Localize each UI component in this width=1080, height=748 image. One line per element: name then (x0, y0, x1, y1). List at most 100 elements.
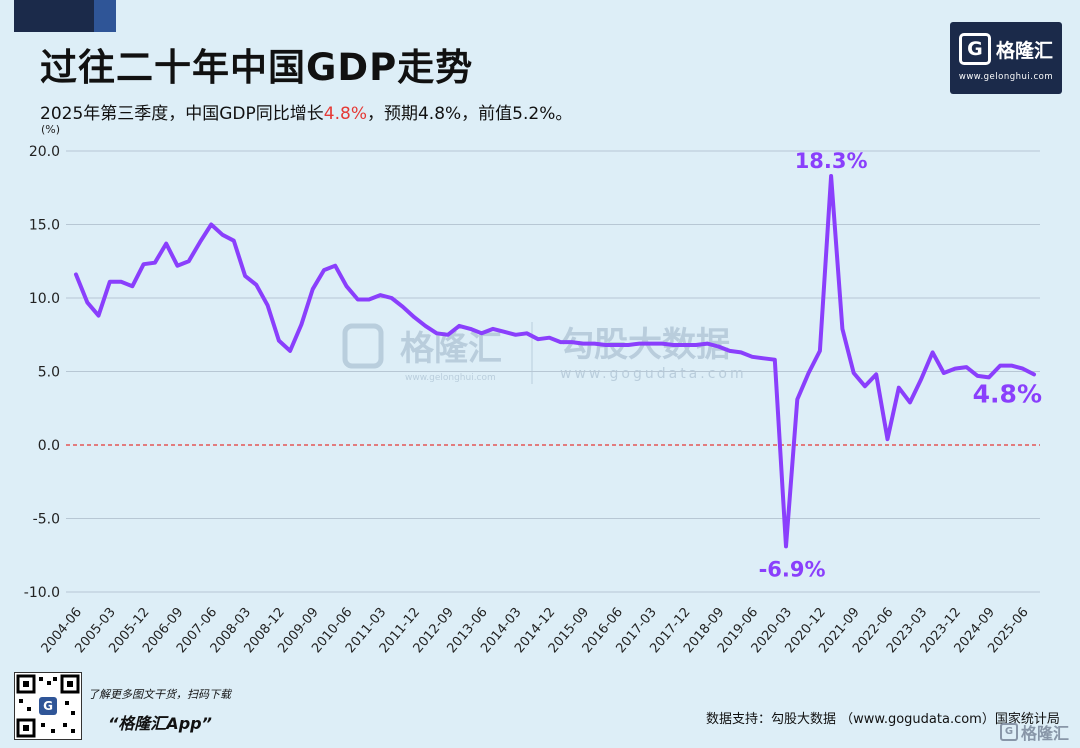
data-point (277, 339, 281, 343)
data-point (119, 280, 123, 284)
data-point (998, 364, 1002, 368)
data-point (254, 283, 258, 287)
data-point (130, 284, 134, 288)
data-point (96, 314, 101, 318)
gdp-growth-line (74, 174, 1036, 549)
data-point (931, 350, 935, 354)
footer-logo-name: 格隆汇 (1021, 724, 1070, 743)
data-point (153, 261, 157, 265)
data-point (716, 344, 721, 349)
data-point (435, 331, 439, 335)
data-point (299, 322, 303, 327)
logo-url: www.gelonghui.com (958, 72, 1054, 82)
data-point (953, 367, 957, 371)
page-subtitle: 2025年第三季度，中国GDP同比增长4.8%，预期4.8%，前值5.2%。 (40, 99, 572, 124)
data-point (829, 174, 833, 178)
data-point (615, 343, 619, 347)
data-point (74, 272, 78, 277)
data-point (604, 343, 608, 347)
data-point (784, 544, 788, 549)
watermark: 格隆汇 www.gelonghui.com 勾股大数据 www.gogudata… (342, 322, 747, 384)
data-point (333, 264, 337, 268)
data-point (344, 284, 349, 288)
brand-logo: G 格隆汇 www.gelonghui.com (950, 22, 1062, 94)
data-point (626, 343, 630, 347)
data-point (773, 358, 777, 362)
data-point (671, 343, 675, 347)
data-point (85, 300, 89, 304)
y-tick-label: 20.0 (29, 144, 60, 160)
data-point (852, 371, 856, 375)
data-point (175, 264, 179, 268)
data-point (874, 372, 878, 376)
watermark-left-url: www.gelonghui.com (405, 373, 496, 383)
corner-decoration (14, 0, 94, 32)
data-point (536, 337, 540, 341)
logo-g-icon: G (958, 33, 991, 65)
data-point (367, 297, 371, 302)
data-point (897, 386, 901, 390)
data-point (412, 315, 416, 319)
data-point (987, 375, 991, 379)
data-point (108, 280, 112, 284)
data-point (908, 400, 912, 404)
y-tick-label: 10.0 (29, 291, 60, 307)
data-point (514, 333, 518, 337)
watermark-right-url: www.gogudata.com (560, 366, 747, 382)
qr-logo-icon: G (39, 697, 57, 715)
data-point (311, 287, 315, 291)
data-point (491, 327, 495, 331)
data-point (288, 349, 292, 353)
data-point (480, 331, 484, 335)
watermark-left-name: 格隆汇 (400, 329, 502, 369)
data-point (818, 349, 822, 353)
data-point (322, 268, 326, 272)
data-point (468, 327, 473, 331)
data-point (232, 239, 236, 243)
data-point (885, 437, 890, 441)
y-axis-unit: (%) (41, 123, 60, 136)
data-point (919, 377, 923, 381)
data-point (694, 343, 698, 347)
data-point (807, 371, 811, 375)
data-point (581, 342, 585, 346)
data-point (198, 240, 202, 244)
subtitle-suffix: ，预期4.8%，前值5.2%。 (366, 104, 573, 124)
subtitle-prefix: 2025年第三季度，中国GDP同比增长 (40, 104, 324, 124)
data-point (683, 343, 687, 347)
data-point (570, 340, 574, 344)
data-label: -6.9% (759, 557, 826, 581)
data-point (637, 342, 642, 346)
data-point (378, 293, 382, 297)
watermark-g-icon (342, 323, 384, 369)
data-point (164, 242, 168, 246)
data-point (266, 303, 270, 307)
footer-note: 了解更多图文干货，扫码下载 (88, 688, 231, 701)
y-tick-label: -10.0 (24, 585, 60, 601)
data-point (942, 371, 946, 375)
data-point (750, 355, 754, 359)
data-point (525, 331, 529, 335)
data-point (795, 397, 799, 401)
data-point (457, 324, 461, 328)
data-point (1009, 364, 1014, 368)
footer-g-icon: G (1000, 723, 1018, 741)
data-point (728, 349, 732, 353)
y-tick-label: 15.0 (29, 218, 60, 234)
qr-pattern (16, 674, 80, 738)
data-point (976, 374, 980, 378)
data-source: 数据支持：勾股大数据 （www.gogudata.com）国家统计局 (706, 712, 1060, 727)
data-point (243, 274, 247, 278)
data-point (187, 259, 191, 263)
data-point (649, 342, 653, 346)
data-point (964, 365, 969, 369)
data-point (220, 233, 225, 237)
corner-decoration-accent (94, 0, 116, 32)
data-point (660, 342, 664, 346)
footer-logo: G 格隆汇 (1000, 720, 1069, 744)
footer-app-name: “格隆汇App” (108, 714, 212, 733)
data-point (1032, 372, 1036, 376)
data-point (739, 350, 743, 354)
page-title: 过往二十年中国GDP走势 (40, 46, 474, 89)
